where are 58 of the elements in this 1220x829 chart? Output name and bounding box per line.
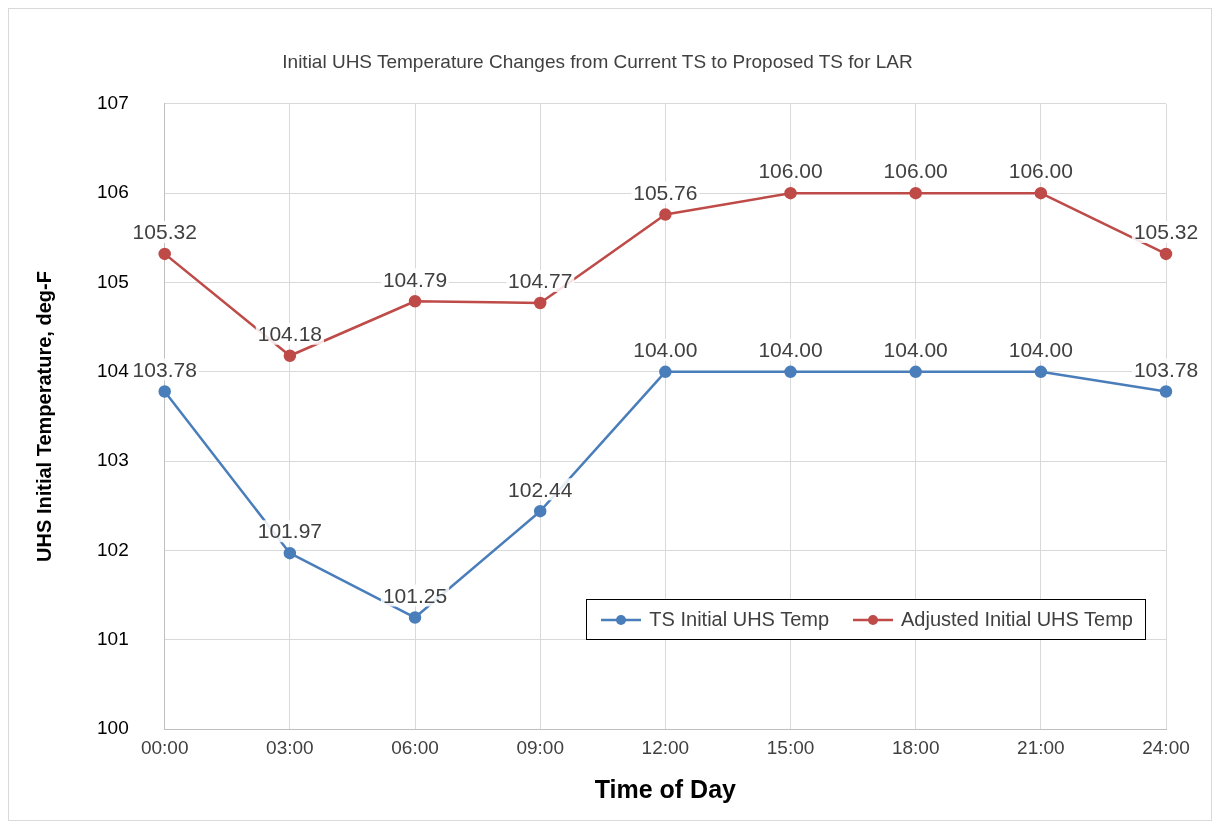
x-tick-label: 00:00 [140, 736, 189, 758]
point [909, 186, 922, 200]
point [533, 504, 547, 518]
point [1034, 186, 1048, 200]
point [784, 186, 797, 200]
data-label: 106.00 [758, 159, 823, 183]
data-label: 104.00 [883, 338, 948, 362]
x-tick-label: 18:00 [891, 736, 940, 758]
chart-title: Initial UHS Temperature Changes from Current TS to Proposed TS for LAR [282, 50, 913, 72]
y-tick-label: 106 [97, 181, 129, 203]
data-label: 104.77 [508, 269, 573, 293]
point [283, 349, 297, 362]
y-tick-label: 107 [97, 92, 129, 114]
y-axis-title: UHS Initial Temperature, deg-F [32, 271, 55, 562]
legend-label: Adjusted Initial UHS Temp [901, 608, 1133, 632]
data-label: 106.00 [883, 159, 948, 183]
x-axis-title: Time of Day [594, 774, 737, 803]
x-tick-label: 09:00 [516, 736, 564, 758]
point [408, 611, 422, 624]
y-tick-label: 105 [97, 270, 129, 292]
data-label: 102.44 [508, 477, 573, 501]
data-label: 104.00 [758, 338, 823, 362]
point [1034, 365, 1048, 379]
point [1159, 247, 1173, 261]
x-tick-label: 15:00 [766, 736, 815, 758]
y-tick-label: 103 [97, 449, 129, 471]
point [408, 295, 422, 308]
data-label: 106.00 [1008, 159, 1073, 183]
point [909, 365, 922, 379]
point [659, 208, 672, 221]
legend-label: TS Initial UHS Temp [649, 608, 830, 632]
data-label: 104.00 [633, 338, 698, 362]
data-label: 101.97 [257, 519, 322, 543]
data-label: 104.18 [257, 322, 322, 346]
data-label: 105.32 [132, 220, 197, 244]
data-label: 104.00 [1008, 338, 1073, 362]
point [659, 365, 672, 379]
data-label: 105.76 [633, 180, 698, 204]
y-tick-label: 100 [97, 717, 129, 739]
point [533, 296, 547, 310]
data-label: 105.32 [1133, 220, 1199, 244]
point [784, 365, 797, 379]
y-tick-label: 101 [97, 628, 129, 650]
x-tick-label: 03:00 [266, 736, 314, 758]
data-label: 103.78 [132, 357, 197, 381]
x-tick-label: 06:00 [391, 736, 439, 758]
point [158, 247, 171, 261]
data-label: 104.79 [382, 267, 448, 291]
y-tick-label: 102 [97, 538, 129, 560]
x-tick-label: 24:00 [1142, 736, 1190, 758]
data-label: 101.25 [382, 583, 448, 607]
x-tick-label: 12:00 [641, 736, 690, 758]
data-label: 103.78 [1133, 357, 1199, 381]
point [158, 385, 171, 398]
point [283, 546, 297, 560]
y-tick-label: 104 [97, 360, 130, 382]
x-tick-label: 21:00 [1017, 736, 1065, 758]
point [1159, 385, 1173, 398]
